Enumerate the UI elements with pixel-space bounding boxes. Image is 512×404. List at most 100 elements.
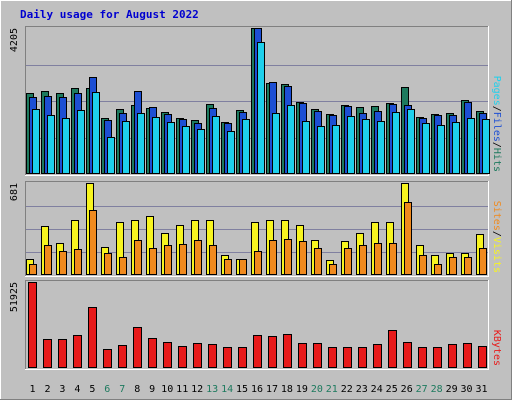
bar-kbytes-31: KBytes 31: 13200 bbox=[478, 346, 487, 368]
legend-item-kbytes: KBytes bbox=[491, 330, 502, 366]
x-tick-label-day-10: 10 bbox=[161, 384, 173, 395]
bar-kbytes-15: KBytes 15: 12900 bbox=[238, 347, 247, 368]
bar-sites-24: Sites 24: 240 bbox=[374, 243, 382, 275]
bar-sites-27: Sites 27: 150 bbox=[419, 255, 427, 275]
bar-kbytes-8: KBytes 8: 24800 bbox=[133, 327, 142, 368]
x-tick-label-day-13: 13 bbox=[206, 384, 218, 395]
x-tick-label-day-2: 2 bbox=[44, 384, 50, 395]
x-tick-label-day-30: 30 bbox=[460, 384, 472, 395]
x-tick-label-day-26: 26 bbox=[401, 384, 413, 395]
x-tick-label-day-5: 5 bbox=[89, 384, 95, 395]
legend-separator: / bbox=[491, 142, 502, 148]
panel-bottom-ymax-label: 51925 bbox=[9, 282, 20, 312]
legend-item-hits: Hits bbox=[491, 148, 502, 172]
bar-kbytes-20: KBytes 20: 15000 bbox=[313, 343, 322, 368]
panel-middle-legend-label: Sites/Visits bbox=[491, 201, 502, 273]
bar-pages-19: Pages 19: 1530 bbox=[302, 121, 310, 174]
bar-pages-4: Pages 4: 1850 bbox=[77, 110, 85, 174]
legend-separator: / bbox=[491, 231, 502, 237]
x-tick-label-day-11: 11 bbox=[176, 384, 188, 395]
x-tick-label-day-6: 6 bbox=[104, 384, 110, 395]
bar-kbytes-7: KBytes 7: 14100 bbox=[118, 345, 127, 368]
bar-kbytes-11: KBytes 11: 13200 bbox=[178, 346, 187, 368]
x-tick-label-day-18: 18 bbox=[281, 384, 293, 395]
bar-sites-13: Sites 13: 220 bbox=[209, 245, 217, 275]
bar-sites-4: Sites 4: 190 bbox=[74, 249, 82, 275]
bar-kbytes-21: KBytes 21: 12600 bbox=[328, 347, 337, 368]
bar-sites-7: Sites 7: 130 bbox=[119, 257, 127, 275]
bar-kbytes-13: KBytes 13: 14300 bbox=[208, 344, 217, 368]
bar-pages-6: Pages 6: 1060 bbox=[107, 137, 115, 174]
panel-bottom: KBytes 1: 51925 KBytes 2: 17800 KBytes 3: … bbox=[9, 280, 502, 370]
bar-pages-21: Pages 21: 1420 bbox=[332, 125, 340, 174]
x-tick-label-day-16: 16 bbox=[251, 384, 263, 395]
bar-sites-20: Sites 20: 200 bbox=[314, 248, 322, 275]
bar-kbytes-19: KBytes 19: 15100 bbox=[298, 343, 307, 368]
bar-pages-20: Pages 20: 1380 bbox=[317, 126, 325, 174]
bar-pages-31: Pages 31: 1580 bbox=[482, 119, 490, 174]
bar-kbytes-2: KBytes 2: 17800 bbox=[43, 339, 52, 368]
bar-kbytes-23: KBytes 23: 12900 bbox=[358, 347, 367, 368]
bar-pages-9: Pages 9: 1640 bbox=[152, 117, 160, 174]
x-tick-label-day-14: 14 bbox=[221, 384, 233, 395]
bar-pages-28: Pages 28: 1420 bbox=[437, 125, 445, 174]
x-tick-label-day-20: 20 bbox=[311, 384, 323, 395]
bar-pages-30: Pages 30: 1610 bbox=[467, 118, 475, 174]
bar-pages-23: Pages 23: 1590 bbox=[362, 119, 370, 174]
bar-pages-5: Pages 5: 2350 bbox=[92, 92, 100, 174]
panel-top-legend-label: Pages/Files/Hits bbox=[491, 76, 502, 172]
bar-pages-18: Pages 18: 2000 bbox=[287, 105, 295, 174]
legend-item-sites: Sites bbox=[491, 201, 502, 231]
x-tick-label-day-3: 3 bbox=[59, 384, 65, 395]
bar-pages-1: Pages 1: 1870 bbox=[32, 109, 40, 174]
bar-pages-24: Pages 24: 1540 bbox=[377, 121, 385, 174]
chart-panels: Hits 1: 2340Hits 2: 2400Hits 3: 2320Hits… bbox=[9, 26, 502, 370]
bar-sites-19: Sites 19: 250 bbox=[299, 241, 307, 275]
bar-sites-31: Sites 31: 200 bbox=[479, 248, 487, 275]
bar-sites-26: Sites 26: 540 bbox=[404, 202, 412, 275]
bar-kbytes-29: KBytes 29: 14700 bbox=[448, 344, 457, 368]
x-tick-label-day-29: 29 bbox=[446, 384, 458, 395]
legend-item-pages: Pages bbox=[491, 76, 502, 106]
bar-kbytes-9: KBytes 9: 18300 bbox=[148, 338, 157, 368]
bar-sites-10: Sites 10: 220 bbox=[164, 245, 172, 275]
bar-pages-16: Pages 16: 3790 bbox=[257, 42, 265, 174]
x-tick-label-day-9: 9 bbox=[149, 384, 155, 395]
bar-pages-15: Pages 15: 1570 bbox=[242, 119, 250, 174]
bar-kbytes-17: KBytes 17: 19400 bbox=[268, 336, 277, 368]
bar-pages-26: Pages 26: 1880 bbox=[407, 109, 415, 174]
bar-sites-6: Sites 6: 160 bbox=[104, 253, 112, 275]
x-tick-label-day-12: 12 bbox=[191, 384, 203, 395]
bar-pages-12: Pages 12: 1290 bbox=[197, 129, 205, 174]
x-tick-label-day-25: 25 bbox=[386, 384, 398, 395]
bar-sites-17: Sites 17: 260 bbox=[269, 240, 277, 275]
panel-top: Hits 1: 2340Hits 2: 2400Hits 3: 2320Hits… bbox=[9, 26, 502, 176]
bar-sites-16: Sites 16: 180 bbox=[254, 251, 262, 275]
bar-sites-25: Sites 25: 240 bbox=[389, 243, 397, 275]
x-tick-label-day-27: 27 bbox=[416, 384, 428, 395]
bar-pages-8: Pages 8: 1770 bbox=[137, 113, 145, 174]
bar-sites-21: Sites 21: 80 bbox=[329, 264, 337, 275]
bar-sites-18: Sites 18: 270 bbox=[284, 239, 292, 275]
bar-kbytes-14: KBytes 14: 12600 bbox=[223, 347, 232, 368]
bar-pages-3: Pages 3: 1620 bbox=[62, 118, 70, 174]
bar-pages-22: Pages 22: 1670 bbox=[347, 116, 355, 174]
bar-pages-29: Pages 29: 1500 bbox=[452, 122, 460, 174]
x-tick-label-day-17: 17 bbox=[266, 384, 278, 395]
bar-kbytes-18: KBytes 18: 20400 bbox=[283, 334, 292, 368]
bar-pages-10: Pages 10: 1490 bbox=[167, 122, 175, 174]
x-tick-label-day-8: 8 bbox=[134, 384, 140, 395]
bar-kbytes-6: KBytes 6: 11600 bbox=[103, 349, 112, 368]
bar-pages-25: Pages 25: 1800 bbox=[392, 112, 400, 174]
x-tick-label-day-15: 15 bbox=[236, 384, 248, 395]
x-tick-label-day-1: 1 bbox=[29, 384, 35, 395]
bar-kbytes-25: KBytes 25: 22800 bbox=[388, 330, 397, 368]
bar-kbytes-3: KBytes 3: 17800 bbox=[58, 339, 67, 368]
x-tick-label-day-22: 22 bbox=[341, 384, 353, 395]
bar-pages-11: Pages 11: 1380 bbox=[182, 126, 190, 174]
chart-title: Daily usage for August 2022 bbox=[20, 8, 199, 21]
legend-item-files: Files bbox=[491, 112, 502, 142]
bar-sites-22: Sites 22: 200 bbox=[344, 248, 352, 275]
bar-kbytes-16: KBytes 16: 19900 bbox=[253, 335, 262, 368]
